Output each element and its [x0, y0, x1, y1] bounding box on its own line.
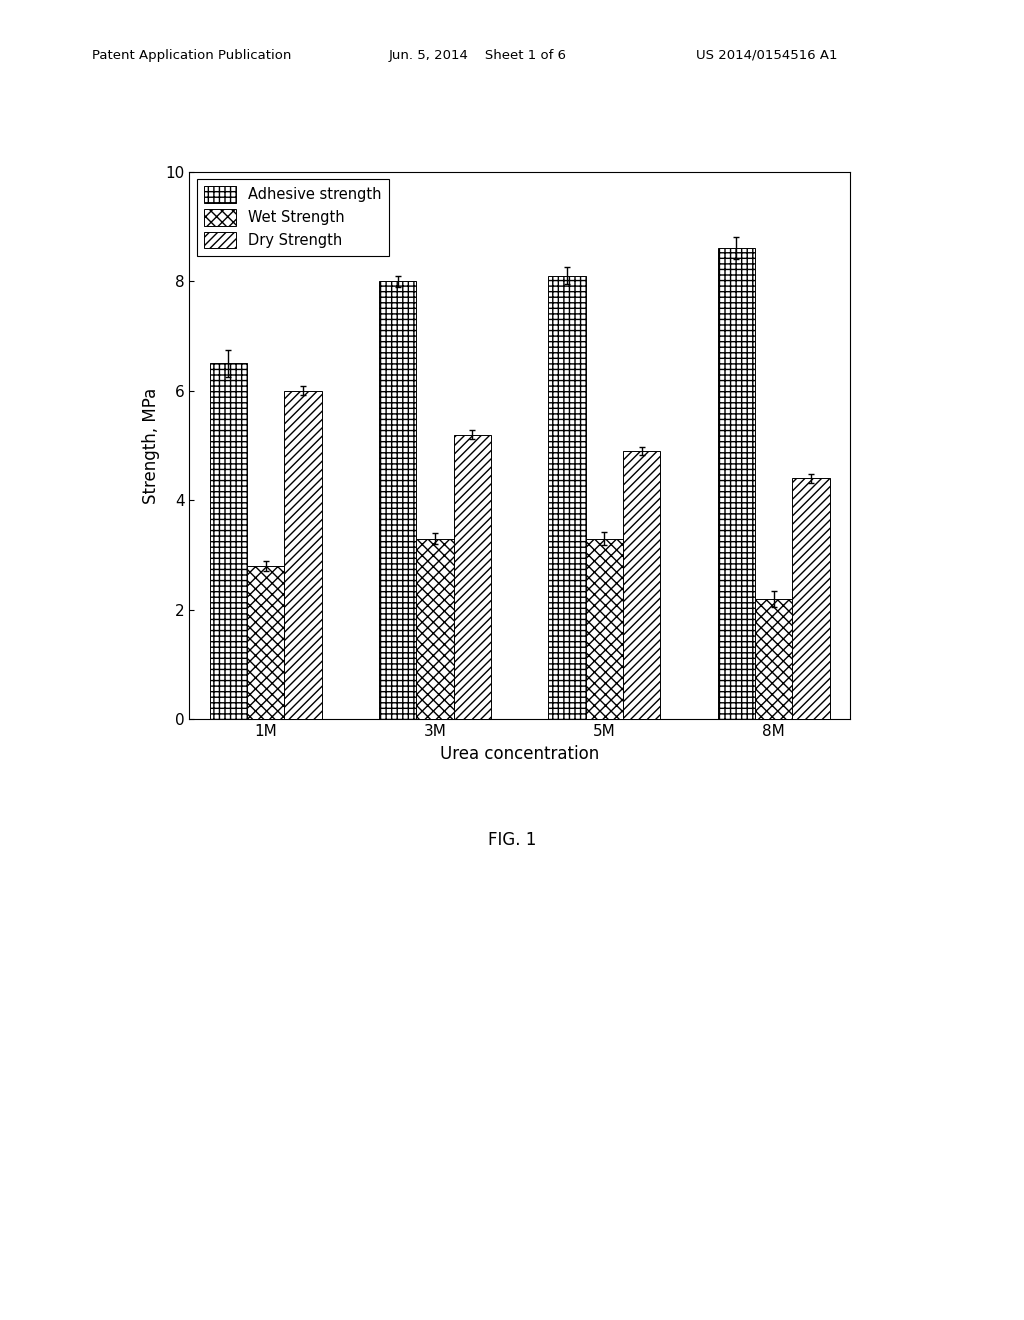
X-axis label: Urea concentration: Urea concentration [440, 744, 599, 763]
Bar [417, 539, 454, 719]
Bar [285, 391, 322, 719]
Text: FIG. 1: FIG. 1 [487, 830, 537, 849]
Bar [586, 539, 623, 719]
Y-axis label: Strength, MPa: Strength, MPa [141, 387, 160, 504]
Bar [454, 434, 490, 719]
Bar [379, 281, 417, 719]
Bar [247, 566, 285, 719]
Bar [210, 363, 247, 719]
Text: Patent Application Publication: Patent Application Publication [92, 49, 292, 62]
Text: US 2014/0154516 A1: US 2014/0154516 A1 [696, 49, 838, 62]
Bar [623, 451, 660, 719]
Bar [549, 276, 586, 719]
Text: Jun. 5, 2014    Sheet 1 of 6: Jun. 5, 2014 Sheet 1 of 6 [389, 49, 567, 62]
Legend: Adhesive strength, Wet Strength, Dry Strength: Adhesive strength, Wet Strength, Dry Str… [197, 180, 388, 256]
Bar [793, 478, 829, 719]
Bar [718, 248, 755, 719]
Bar [755, 599, 793, 719]
